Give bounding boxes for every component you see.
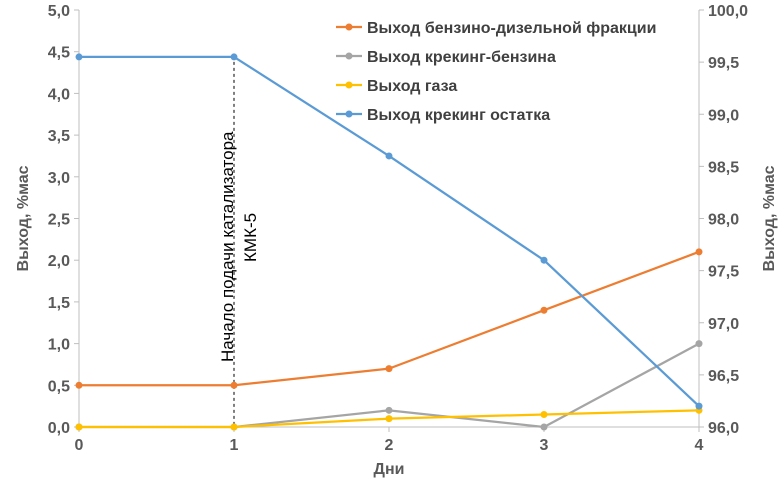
series-2-point-0: [75, 423, 83, 431]
legend-swatch-marker: [345, 81, 353, 89]
y-left-tick-label: 0,5: [48, 378, 70, 395]
series-3-point-2: [385, 152, 393, 160]
legend-label: Выход бензино-дизельной фракции: [367, 20, 656, 37]
y-left-tick-label: 2,5: [48, 212, 70, 229]
annotation-text-line-2: КМК-5: [241, 213, 260, 262]
y-axis-right-title: Выход, %мас: [761, 165, 778, 271]
series-0-point-4: [695, 248, 703, 256]
x-tick-label: 0: [75, 437, 84, 454]
annotation-text-line-1: Начало подачи катализатора: [218, 131, 237, 362]
legend-swatch-marker: [345, 23, 353, 31]
y-left-tick-label: 5,0: [48, 3, 70, 20]
series-1-point-2: [385, 406, 393, 414]
y-left-tick-label: 4,5: [48, 45, 70, 62]
series-0-point-0: [75, 381, 83, 389]
x-tick-label: 2: [385, 437, 394, 454]
series-2-point-2: [385, 415, 393, 423]
legend: Выход бензино-дизельной фракции Выход кре…: [336, 20, 656, 124]
legend-label: Выход крекинг-бензина: [367, 49, 556, 66]
annotation: Начало подачи катализатора КМК-5: [218, 55, 260, 427]
series-2-point-3: [540, 410, 548, 418]
legend-label: Выход крекинг остатка: [367, 107, 550, 124]
series-0-point-2: [385, 365, 393, 373]
y-left-tick-label: 3,5: [48, 128, 70, 145]
y-right-tick-label: 96,5: [708, 368, 739, 385]
y-right-tick-label: 97,0: [708, 316, 739, 333]
series-group: [75, 53, 703, 431]
series-0-point-1: [230, 381, 238, 389]
x-tick-label: 1: [230, 437, 239, 454]
legend-swatch-marker: [345, 52, 353, 60]
series-1-point-3: [540, 423, 548, 431]
x-tick-label: 3: [540, 437, 549, 454]
y-right-tick-label: 100,0: [708, 3, 748, 20]
y-left-tick-label: 0,0: [48, 420, 70, 437]
series-3-point-3: [540, 256, 548, 264]
y-axis-left-title: Выход, %мас: [15, 165, 32, 271]
series-0-point-3: [540, 306, 548, 314]
y-left-tick-label: 3,0: [48, 170, 70, 187]
legend-swatch-marker: [345, 110, 353, 118]
y-right-tick-label: 99,0: [708, 107, 739, 124]
y-left-tick-label: 4,0: [48, 86, 70, 103]
series-3-point-4: [695, 402, 703, 410]
series-3-point-0: [75, 53, 83, 61]
x-axis-title: Дни: [374, 461, 405, 478]
series-3-point-1: [230, 53, 238, 61]
y-left-tick-label: 2,0: [48, 253, 70, 270]
series-1-point-4: [695, 340, 703, 348]
y-left-tick-label: 1,0: [48, 337, 70, 354]
y-right-tick-label: 99,5: [708, 55, 739, 72]
y-right-tick-label: 97,5: [708, 264, 739, 281]
legend-label: Выход газа: [367, 78, 457, 95]
x-tick-label: 4: [695, 437, 704, 454]
series-2-point-1: [230, 423, 238, 431]
y-right-tick-label: 96,0: [708, 420, 739, 437]
y-right-tick-label: 98,0: [708, 212, 739, 229]
y-right-tick-label: 98,5: [708, 159, 739, 176]
y-left-tick-label: 1,5: [48, 295, 70, 312]
